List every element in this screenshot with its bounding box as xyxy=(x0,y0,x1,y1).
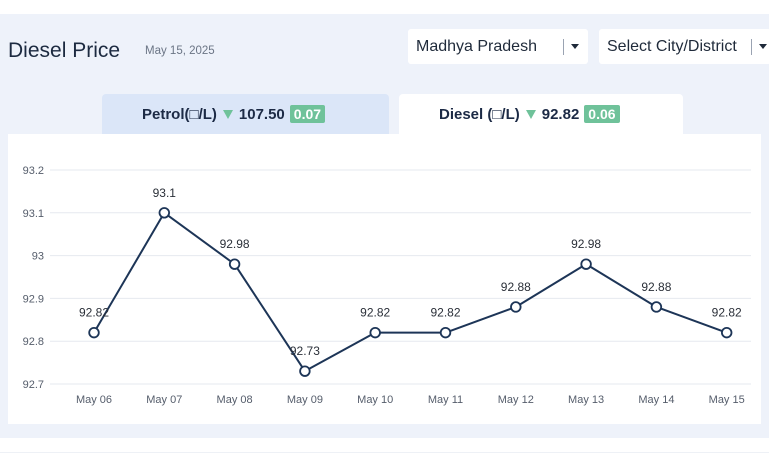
data-point xyxy=(510,301,522,313)
x-tick-label: May 06 xyxy=(76,394,112,406)
data-label: 92.88 xyxy=(641,280,671,294)
city-dropdown[interactable]: Select City/District xyxy=(599,29,769,64)
footer-divider xyxy=(0,452,769,461)
data-label: 92.98 xyxy=(220,237,250,251)
data-label: 92.82 xyxy=(79,306,109,320)
data-label: 92.88 xyxy=(501,280,531,294)
chevron-down-icon[interactable] xyxy=(759,44,767,49)
tab-diesel-price: 92.82 xyxy=(541,105,580,123)
y-tick-label: 93.2 xyxy=(23,165,44,177)
x-tick-label: May 11 xyxy=(428,394,463,406)
x-tick-label: May 07 xyxy=(146,394,182,406)
x-tick-label: May 15 xyxy=(709,394,745,406)
tab-petrol-price: 107.50 xyxy=(238,105,285,123)
tab-diesel-change-badge: 0.06 xyxy=(584,105,620,123)
series-line xyxy=(93,211,728,373)
y-tick-label: 92.8 xyxy=(23,336,44,348)
tab-petrol-change-badge: 0.07 xyxy=(289,105,326,123)
data-point xyxy=(158,207,171,219)
y-tick-label: 93.1 xyxy=(23,208,44,220)
triangle-down-icon xyxy=(525,109,536,119)
x-tick-label: May 12 xyxy=(498,394,534,406)
state-dropdown[interactable]: Madhya Pradesh xyxy=(408,29,588,64)
data-point xyxy=(299,365,311,377)
data-point xyxy=(228,258,241,270)
state-dropdown-value: Madhya Pradesh xyxy=(416,38,537,55)
data-point xyxy=(439,326,452,339)
chevron-down-icon[interactable] xyxy=(571,44,579,49)
x-tick-label: May 09 xyxy=(287,394,323,406)
city-dropdown-placeholder: Select City/District xyxy=(607,38,737,55)
data-point xyxy=(650,301,663,313)
tab-diesel-label: Diesel (□/L) xyxy=(439,105,520,123)
data-point xyxy=(580,258,592,270)
data-label: 92.98 xyxy=(571,237,601,251)
page-title: Diesel Price xyxy=(8,39,121,62)
data-label: 92.73 xyxy=(290,344,320,358)
x-tick-label: May 13 xyxy=(568,394,604,406)
price-date: May 15, 2025 xyxy=(145,45,215,57)
dropdown-separator xyxy=(563,39,564,55)
tab-petrol-label: Petrol(□/L) xyxy=(142,105,217,123)
data-label: 93.1 xyxy=(153,186,177,200)
tab-petrol[interactable]: Petrol(□/L) 107.50 0.07 xyxy=(102,94,389,134)
y-tick-label: 92.9 xyxy=(23,293,44,305)
tab-diesel[interactable]: Diesel (□/L) 92.82 0.06 xyxy=(399,94,683,134)
data-point xyxy=(88,326,100,339)
triangle-down-icon xyxy=(222,109,233,119)
y-tick-label: 93 xyxy=(32,251,44,263)
x-tick-label: May 08 xyxy=(217,394,253,406)
dropdown-separator xyxy=(751,39,752,55)
y-tick-label: 92.7 xyxy=(23,379,44,391)
data-point xyxy=(369,326,381,339)
data-label: 92.82 xyxy=(430,306,460,320)
data-point xyxy=(721,326,733,339)
data-label: 92.82 xyxy=(360,306,390,320)
price-line-chart: 92.7 92.8 92.9 93 93.1 93.2 May 06 May 07 May 08… xyxy=(8,134,761,424)
x-tick-label: May 14 xyxy=(638,394,674,406)
x-tick-label: May 10 xyxy=(357,394,393,406)
data-label: 92.82 xyxy=(712,306,742,320)
chart-canvas: 92.7 92.8 92.9 93 93.1 93.2 May 06 May 07 May 08… xyxy=(23,165,751,406)
